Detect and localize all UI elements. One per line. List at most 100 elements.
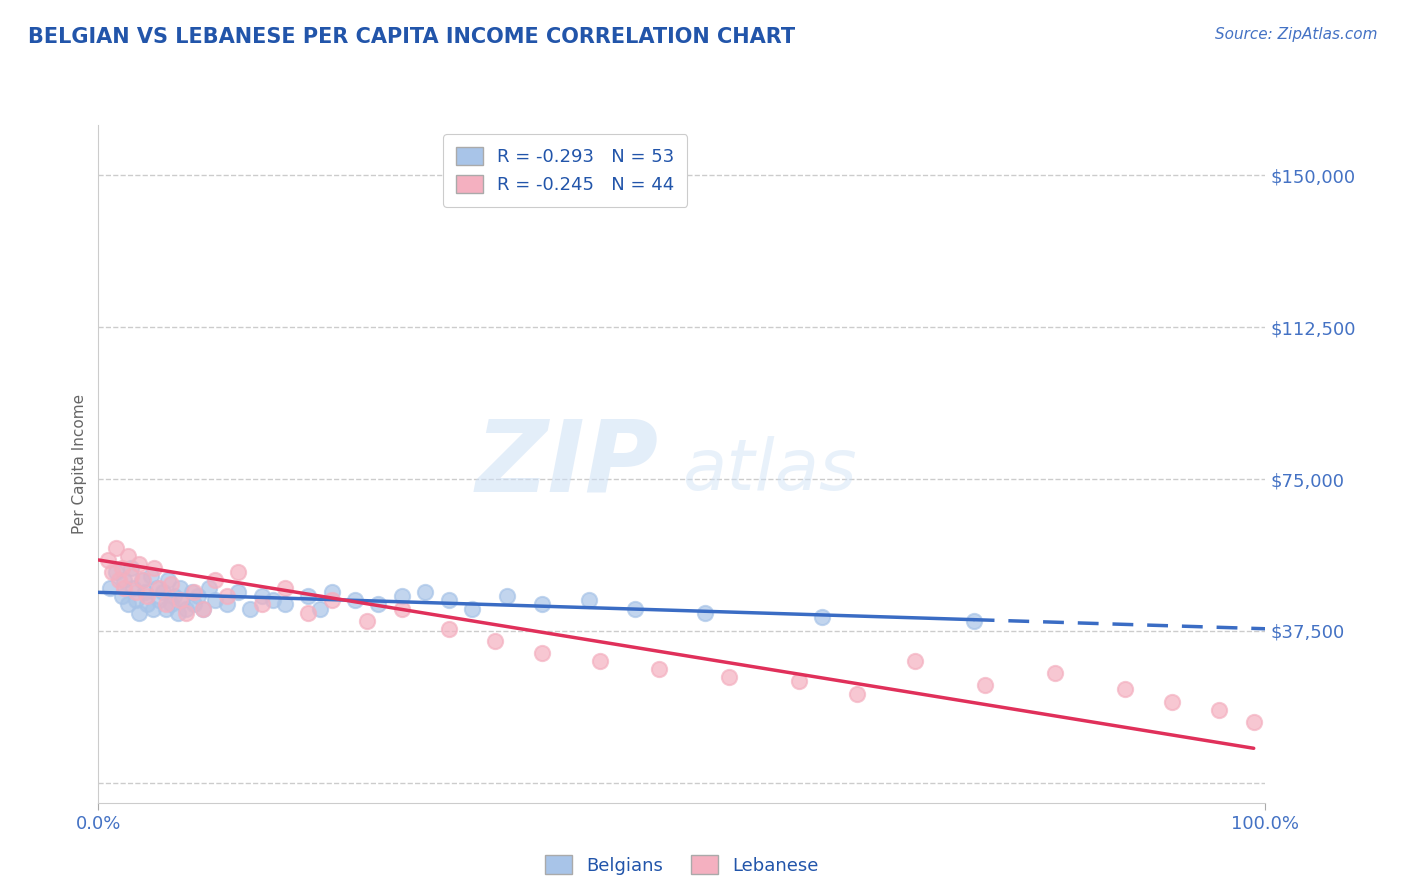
- Point: [530, 598, 553, 612]
- Point: [647, 662, 669, 676]
- Point: [262, 593, 284, 607]
- Point: [148, 582, 170, 596]
- Point: [904, 654, 927, 668]
- Point: [180, 585, 202, 599]
- Point: [155, 601, 177, 615]
- Text: Source: ZipAtlas.com: Source: ZipAtlas.com: [1215, 27, 1378, 42]
- Point: [142, 601, 165, 615]
- Point: [174, 606, 197, 620]
- Point: [274, 598, 297, 612]
- Point: [962, 614, 984, 628]
- Point: [321, 593, 343, 607]
- Point: [104, 565, 127, 579]
- Point: [131, 573, 153, 587]
- Point: [183, 598, 205, 612]
- Point: [228, 585, 250, 599]
- Point: [125, 593, 148, 607]
- Point: [297, 590, 319, 604]
- Point: [166, 606, 188, 620]
- Point: [159, 598, 181, 612]
- Point: [391, 601, 413, 615]
- Point: [1161, 695, 1184, 709]
- Point: [204, 593, 226, 607]
- Legend: Belgians, Lebanese: Belgians, Lebanese: [538, 848, 825, 882]
- Point: [297, 606, 319, 620]
- Point: [128, 606, 150, 620]
- Point: [183, 585, 205, 599]
- Point: [111, 561, 134, 575]
- Point: [344, 593, 367, 607]
- Text: BELGIAN VS LEBANESE PER CAPITA INCOME CORRELATION CHART: BELGIAN VS LEBANESE PER CAPITA INCOME CO…: [28, 27, 796, 46]
- Point: [97, 553, 120, 567]
- Point: [163, 590, 186, 604]
- Point: [134, 585, 156, 599]
- Point: [484, 634, 506, 648]
- Point: [117, 549, 139, 563]
- Point: [108, 573, 131, 587]
- Point: [321, 585, 343, 599]
- Point: [274, 582, 297, 596]
- Point: [1045, 666, 1067, 681]
- Point: [1114, 682, 1136, 697]
- Point: [136, 590, 159, 604]
- Point: [250, 590, 273, 604]
- Point: [198, 582, 221, 596]
- Point: [117, 598, 139, 612]
- Point: [146, 582, 169, 596]
- Point: [578, 593, 600, 607]
- Point: [136, 598, 159, 612]
- Point: [530, 646, 553, 660]
- Point: [155, 598, 177, 612]
- Point: [169, 582, 191, 596]
- Point: [1208, 703, 1230, 717]
- Point: [169, 593, 191, 607]
- Point: [437, 622, 460, 636]
- Point: [495, 590, 517, 604]
- Point: [128, 557, 150, 571]
- Point: [143, 561, 166, 575]
- Point: [174, 601, 197, 615]
- Point: [101, 565, 124, 579]
- Point: [215, 590, 238, 604]
- Point: [391, 590, 413, 604]
- Point: [589, 654, 612, 668]
- Point: [120, 561, 142, 575]
- Point: [193, 601, 215, 615]
- Point: [695, 606, 717, 620]
- Point: [152, 585, 174, 599]
- Point: [974, 678, 997, 692]
- Point: [148, 593, 170, 607]
- Point: [112, 582, 135, 596]
- Point: [413, 585, 436, 599]
- Point: [187, 590, 209, 604]
- Point: [157, 573, 180, 587]
- Point: [125, 585, 148, 599]
- Point: [624, 601, 647, 615]
- Point: [1243, 714, 1265, 729]
- Point: [122, 582, 145, 596]
- Point: [811, 609, 834, 624]
- Point: [239, 601, 262, 615]
- Text: atlas: atlas: [682, 436, 856, 505]
- Point: [437, 593, 460, 607]
- Point: [112, 573, 135, 587]
- Point: [204, 573, 226, 587]
- Point: [250, 598, 273, 612]
- Point: [98, 582, 121, 596]
- Point: [787, 674, 810, 689]
- Y-axis label: Per Capita Income: Per Capita Income: [72, 393, 87, 534]
- Point: [228, 565, 250, 579]
- Point: [461, 601, 484, 615]
- Point: [104, 541, 127, 555]
- Point: [367, 598, 389, 612]
- Point: [132, 573, 155, 587]
- Point: [717, 670, 740, 684]
- Text: ZIP: ZIP: [475, 416, 658, 512]
- Point: [193, 601, 215, 615]
- Point: [215, 598, 238, 612]
- Point: [846, 686, 869, 700]
- Point: [356, 614, 378, 628]
- Point: [172, 593, 194, 607]
- Point: [309, 601, 332, 615]
- Point: [139, 569, 162, 583]
